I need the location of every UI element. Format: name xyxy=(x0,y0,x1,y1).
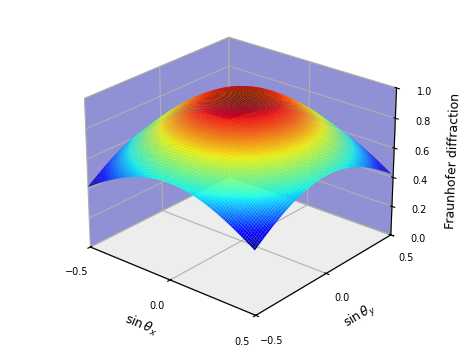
X-axis label: $\sin\theta_x$: $\sin\theta_x$ xyxy=(122,311,160,339)
Y-axis label: $\sin\theta_y$: $\sin\theta_y$ xyxy=(341,299,380,333)
